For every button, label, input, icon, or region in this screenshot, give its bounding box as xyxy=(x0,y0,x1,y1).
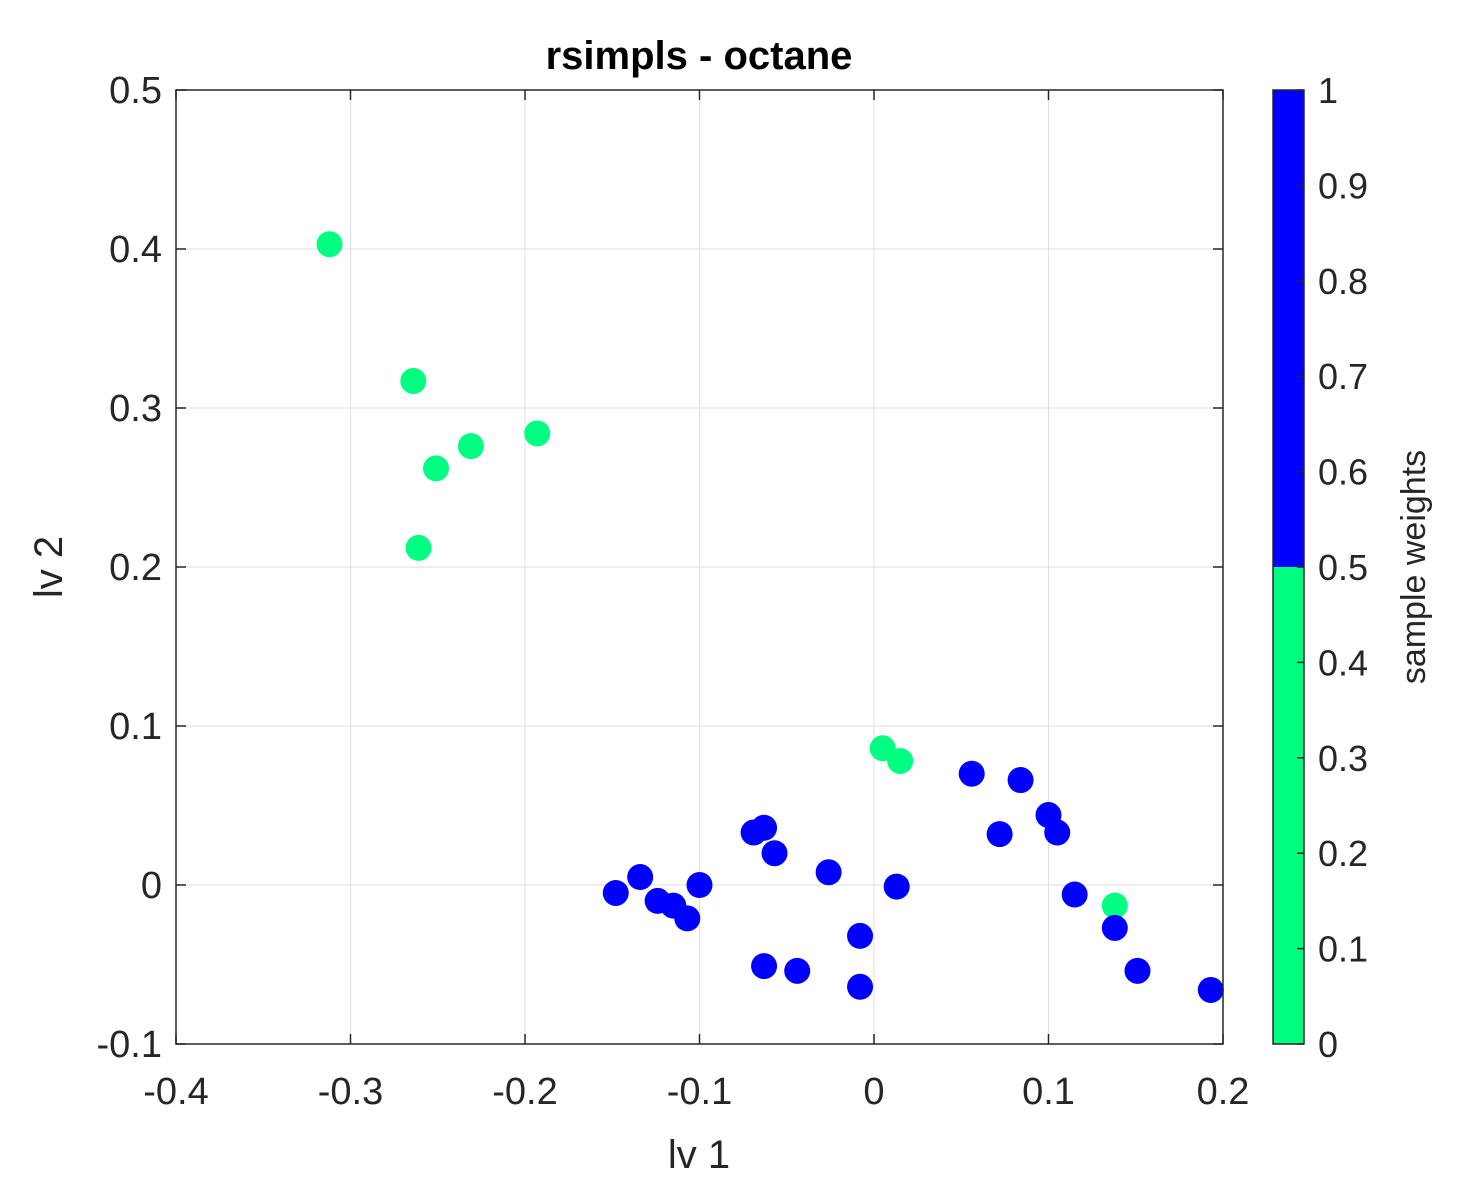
data-point xyxy=(1101,892,1128,919)
x-tick-label: -0.3 xyxy=(318,1071,383,1113)
data-point xyxy=(1061,881,1088,908)
data-point xyxy=(784,957,811,984)
colorbar-tick-label: 0.5 xyxy=(1318,547,1368,588)
x-tick-label: -0.1 xyxy=(667,1071,732,1113)
data-point xyxy=(1197,976,1224,1003)
colorbar-tick-label: 1 xyxy=(1318,70,1338,111)
data-point xyxy=(958,760,985,787)
data-point xyxy=(400,367,427,394)
data-point xyxy=(524,420,551,447)
x-tick-label: -0.2 xyxy=(492,1071,557,1113)
data-point xyxy=(815,859,842,886)
data-point xyxy=(423,455,450,482)
colorbar-tick-label: 0.6 xyxy=(1318,452,1368,493)
y-tick-label: -0.1 xyxy=(97,1024,162,1066)
data-point xyxy=(457,433,484,460)
data-point xyxy=(847,922,874,949)
y-tick-label: 0.4 xyxy=(109,229,162,271)
data-point xyxy=(316,231,343,258)
data-point xyxy=(1124,957,1151,984)
y-tick-label: 0.2 xyxy=(109,547,162,589)
data-point xyxy=(751,814,778,841)
x-axis-label: lv 1 xyxy=(668,1133,730,1177)
colorbar-tick-label: 0.1 xyxy=(1318,929,1368,970)
x-tick-label: 0.1 xyxy=(1022,1071,1075,1113)
y-tick-label: 0.3 xyxy=(109,388,162,430)
x-tick-label: 0 xyxy=(863,1071,884,1113)
colorbar-tick-label: 0.3 xyxy=(1318,738,1368,779)
colorbar-tick-label: 0.7 xyxy=(1318,356,1368,397)
data-point xyxy=(686,872,713,898)
data-point xyxy=(674,905,701,932)
colorbar-tick-label: 0.8 xyxy=(1318,261,1368,302)
axes: -0.4 -0.3 -0.2 -0.1 0 0.1 0.2 -0.1 0 0.1 0.2 0.3 0.4… xyxy=(97,70,1250,1113)
x-tick-label: -0.4 xyxy=(143,1071,208,1113)
colorbar-tick-label: 0.2 xyxy=(1318,833,1368,874)
colorbar-segment xyxy=(1273,90,1304,567)
colorbar-tick-label: 0.9 xyxy=(1318,165,1368,206)
data-point xyxy=(883,873,910,900)
colorbar-tick-label: 0.4 xyxy=(1318,642,1368,683)
colorbar-tick-label: 0 xyxy=(1318,1024,1338,1065)
data-point xyxy=(1044,819,1071,846)
data-point xyxy=(627,864,654,891)
data-point xyxy=(405,534,432,561)
data-point xyxy=(887,747,914,774)
chart-title: rsimpls - octane xyxy=(546,34,853,78)
data-point xyxy=(761,840,788,867)
colorbar: 0 0.1 0.2 0.3 0.4 0.5 0.6 0.7 0.8 0.9 1 xyxy=(1272,70,1368,1065)
y-axis-label: lv 2 xyxy=(27,536,71,598)
y-tick-label: 0 xyxy=(141,865,162,907)
data-point xyxy=(986,821,1013,848)
data-point xyxy=(1101,914,1128,941)
y-tick-label: 0.1 xyxy=(109,706,162,748)
data-point xyxy=(1007,767,1034,794)
colorbar-segment xyxy=(1273,567,1304,1044)
data-point xyxy=(847,973,874,1000)
data-point xyxy=(751,953,778,980)
data-point xyxy=(602,879,629,906)
y-tick-label: 0.5 xyxy=(109,70,162,112)
x-tick-label: 0.2 xyxy=(1197,1071,1250,1113)
colorbar-label: sample weights xyxy=(1395,450,1433,684)
data-points xyxy=(316,231,1224,1003)
